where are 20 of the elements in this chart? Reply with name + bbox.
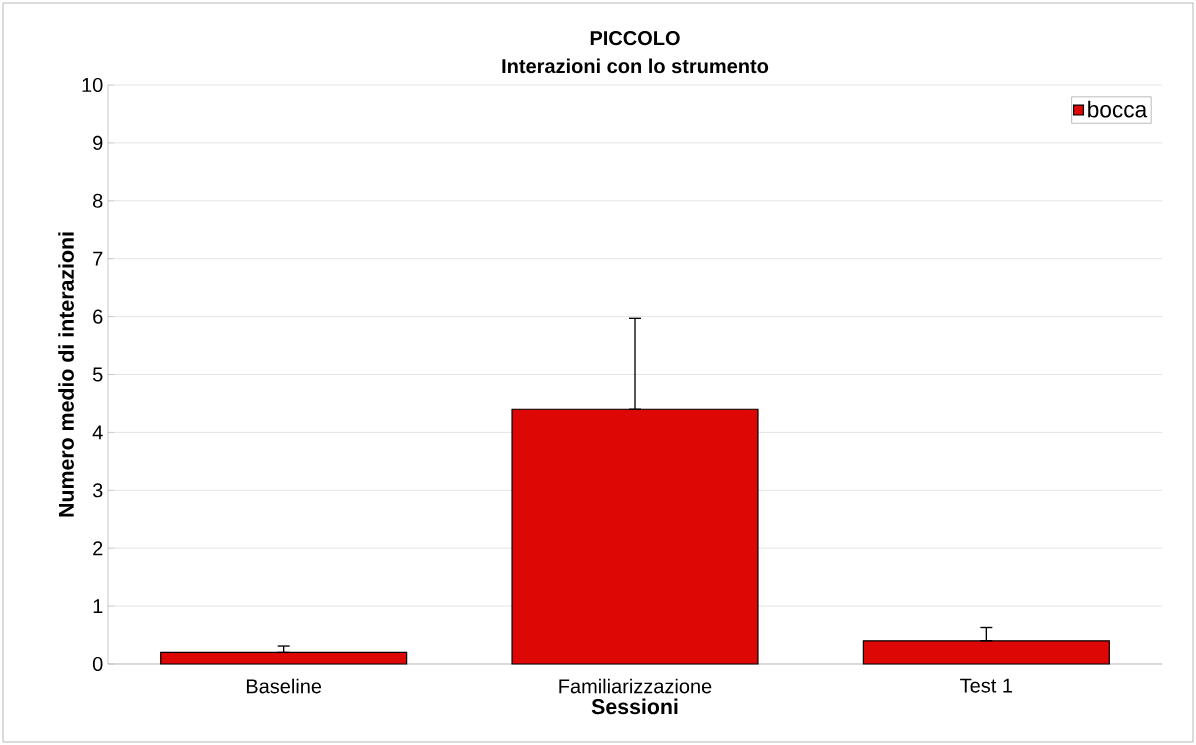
x-tick-label: Familiarizzazione	[559, 678, 712, 694]
y-tick-label: 9	[93, 135, 103, 150]
y-tick-label: 1	[93, 599, 103, 613]
y-tick-label: 6	[93, 309, 103, 324]
x-tick-label: Test 1	[960, 678, 1013, 693]
x-axis-title: Sessioni	[591, 698, 678, 715]
y-tick-label: 4	[92, 425, 103, 440]
chart-title: PICCOLO	[590, 31, 680, 46]
y-tick-label: 0	[92, 656, 103, 672]
y-tick-label: 8	[93, 193, 103, 208]
y-axis-title: Numero medio di interazioni	[58, 232, 74, 517]
x-tick-label: Baseline	[246, 678, 322, 694]
y-tick-label: 7	[93, 251, 103, 266]
y-tick-label: 3	[92, 483, 103, 498]
y-tick-label: 5	[92, 367, 103, 382]
bar	[160, 651, 408, 665]
y-tick-label: 10	[82, 77, 103, 93]
chart-subtitle: Interazioni con lo strumento	[502, 58, 769, 74]
y-tick-label: 2	[93, 541, 103, 556]
legend-label: bocca	[1088, 100, 1148, 118]
